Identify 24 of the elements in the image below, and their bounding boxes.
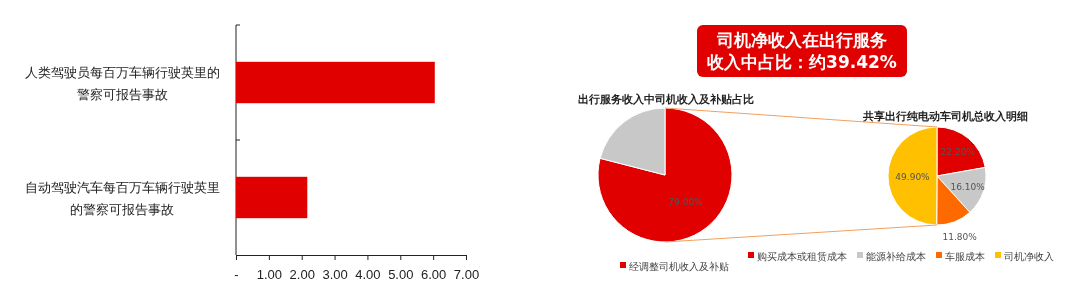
- x-tick-label: 4.00: [355, 267, 381, 283]
- x-tick-label: -: [234, 267, 239, 283]
- pie-slice: [597, 107, 733, 243]
- x-tick-label: 2.00: [289, 267, 315, 283]
- data-label: 11.80%: [942, 231, 978, 242]
- legend-label: 司机净收入: [1004, 251, 1054, 262]
- chart-title: 共享出行纯电动车司机总收入明细: [861, 110, 1028, 123]
- chart-title: 出行服务收入中司机收入及补贴占比: [578, 93, 754, 106]
- y-tick-label: 人类驾驶员每百万车辆行驶英里的警察可报告事故: [24, 64, 220, 102]
- y-tick-label: 自动驾驶汽车每百万车辆行驶英里的警察可报告事故: [24, 179, 220, 217]
- x-tick-label: 1.00: [256, 267, 283, 283]
- data-label: 22.20%: [940, 147, 976, 158]
- legend-label: 车服成本: [945, 251, 985, 262]
- legend-label: 经调整司机收入及补贴: [629, 261, 729, 272]
- x-tick-label: 3.00: [322, 267, 348, 283]
- data-label: 49.90%: [895, 171, 931, 182]
- legend-label: 购买成本或租赁成本: [757, 251, 847, 262]
- x-tick-label: 5.00: [388, 267, 414, 283]
- data-label: 16.10%: [950, 182, 986, 193]
- x-tick-label: 6.00: [420, 267, 447, 283]
- x-tick-label: 7.00: [453, 267, 480, 283]
- data-label: 79.00%: [668, 197, 704, 208]
- legend-label: 能源补给成本: [866, 251, 926, 262]
- text: 司机净收入在出行服务收入中占比：约39.42%: [707, 30, 897, 72]
